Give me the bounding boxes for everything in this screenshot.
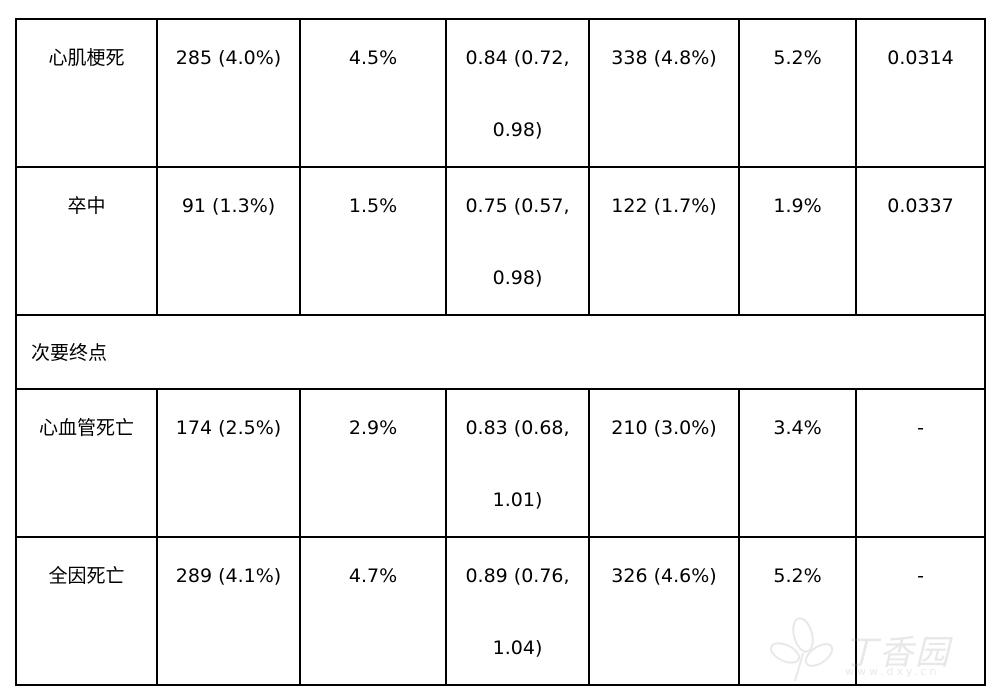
cell-events-control: 122 (1.7%) — [588, 166, 740, 316]
watermark: 丁香园 www.dxy.cn — [765, 615, 965, 685]
cell-rate-treatment: 4.7% — [299, 536, 447, 686]
cell-events-treatment: 289 (4.1%) — [156, 536, 301, 686]
cell-events-control: 326 (4.6%) — [588, 536, 740, 686]
cell-hazard-ratio: 0.75 (0.57, 0.98) — [445, 166, 590, 316]
cell-rate-treatment: 4.5% — [299, 18, 447, 168]
cell-p-value: 0.0314 — [855, 18, 986, 168]
table-row-cv-death: 心血管死亡 174 (2.5%) 2.9% 0.83 (0.68, 1.01) … — [15, 388, 986, 538]
cell-events-treatment: 91 (1.3%) — [156, 166, 301, 316]
cell-rate-control: 5.2% — [738, 536, 857, 686]
table-row-all-cause-death: 全因死亡 289 (4.1%) 4.7% 0.89 (0.76, 1.04) 3… — [15, 536, 986, 686]
table-row-stroke: 卒中 91 (1.3%) 1.5% 0.75 (0.57, 0.98) 122 … — [15, 166, 986, 316]
cell-rate-control: 3.4% — [738, 388, 857, 538]
cell-hazard-ratio: 0.84 (0.72, 0.98) — [445, 18, 590, 168]
table-section-secondary-endpoints: 次要终点 — [15, 314, 986, 390]
cell-rate-control: 5.2% — [738, 18, 857, 168]
cell-hazard-ratio: 0.89 (0.76, 1.04) — [445, 536, 590, 686]
hr-line-1: 0.83 (0.68, — [465, 417, 570, 439]
hr-line-2: 1.01) — [492, 489, 543, 511]
cell-events-treatment: 174 (2.5%) — [156, 388, 301, 538]
cell-p-value: - — [855, 388, 986, 538]
cell-rate-treatment: 1.5% — [299, 166, 447, 316]
hr-line-1: 0.89 (0.76, — [465, 565, 570, 587]
hr-line-2: 0.98) — [492, 267, 543, 289]
results-table: 心肌梗死 285 (4.0%) 4.5% 0.84 (0.72, 0.98) 3… — [15, 18, 986, 686]
cell-events-control: 338 (4.8%) — [588, 18, 740, 168]
hr-line-1: 0.75 (0.57, — [465, 195, 570, 217]
cell-events-treatment: 285 (4.0%) — [156, 18, 301, 168]
table-row-myocardial-infarction: 心肌梗死 285 (4.0%) 4.5% 0.84 (0.72, 0.98) 3… — [15, 18, 986, 168]
cell-rate-control: 1.9% — [738, 166, 857, 316]
cell-events-control: 210 (3.0%) — [588, 388, 740, 538]
hr-line-2: 1.04) — [492, 637, 543, 659]
watermark-url: www.dxy.cn — [845, 665, 940, 678]
row-label: 心血管死亡 — [15, 388, 158, 538]
cell-hazard-ratio: 0.83 (0.68, 1.01) — [445, 388, 590, 538]
row-label: 心肌梗死 — [15, 18, 158, 168]
hr-line-1: 0.84 (0.72, — [465, 47, 570, 69]
row-label: 卒中 — [15, 166, 158, 316]
section-label: 次要终点 — [15, 314, 986, 390]
row-label: 全因死亡 — [15, 536, 158, 686]
watermark-brand: 丁香园 — [843, 633, 951, 673]
cell-p-value: 0.0337 — [855, 166, 986, 316]
hr-line-2: 0.98) — [492, 119, 543, 141]
cell-p-value: - — [855, 536, 986, 686]
flower-logo-icon — [769, 617, 834, 682]
cell-rate-treatment: 2.9% — [299, 388, 447, 538]
